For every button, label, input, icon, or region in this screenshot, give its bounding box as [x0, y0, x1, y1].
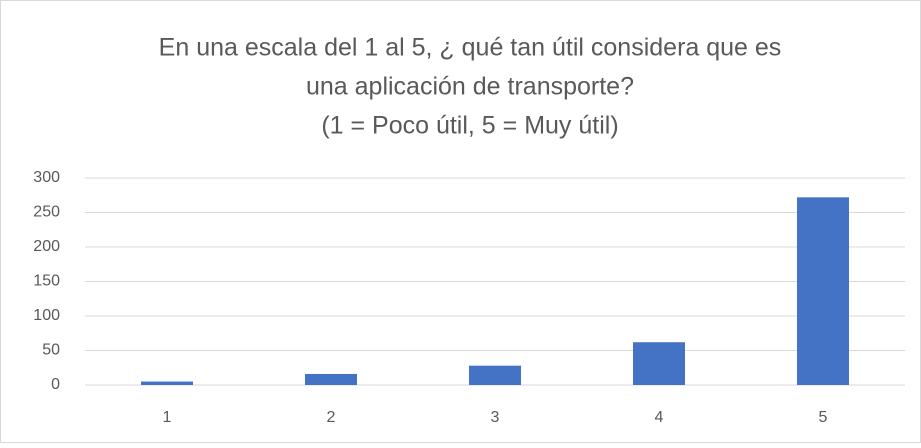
y-tick-label: 300 [33, 169, 60, 186]
bar [633, 342, 685, 385]
chart-title: una aplicación de transporte? [306, 73, 634, 101]
x-tick-label: 3 [491, 409, 500, 426]
bar [141, 381, 193, 385]
y-tick-label: 50 [42, 342, 60, 359]
x-tick-label: 2 [327, 409, 336, 426]
chart-title: (1 = Poco útil, 5 = Muy útil) [321, 112, 618, 140]
y-tick-label: 250 [33, 204, 60, 221]
x-tick-label: 4 [655, 409, 664, 426]
x-tick-label: 1 [163, 409, 172, 426]
y-tick-label: 100 [33, 307, 60, 324]
y-tick-label: 200 [33, 238, 60, 255]
x-tick-label: 5 [819, 409, 828, 426]
bar [469, 365, 521, 385]
y-tick-label: 0 [51, 376, 60, 393]
bar [305, 373, 357, 385]
bar [797, 197, 849, 385]
y-tick-label: 150 [33, 273, 60, 290]
chart-title: En una escala del 1 al 5, ¿ qué tan útil… [159, 34, 782, 62]
